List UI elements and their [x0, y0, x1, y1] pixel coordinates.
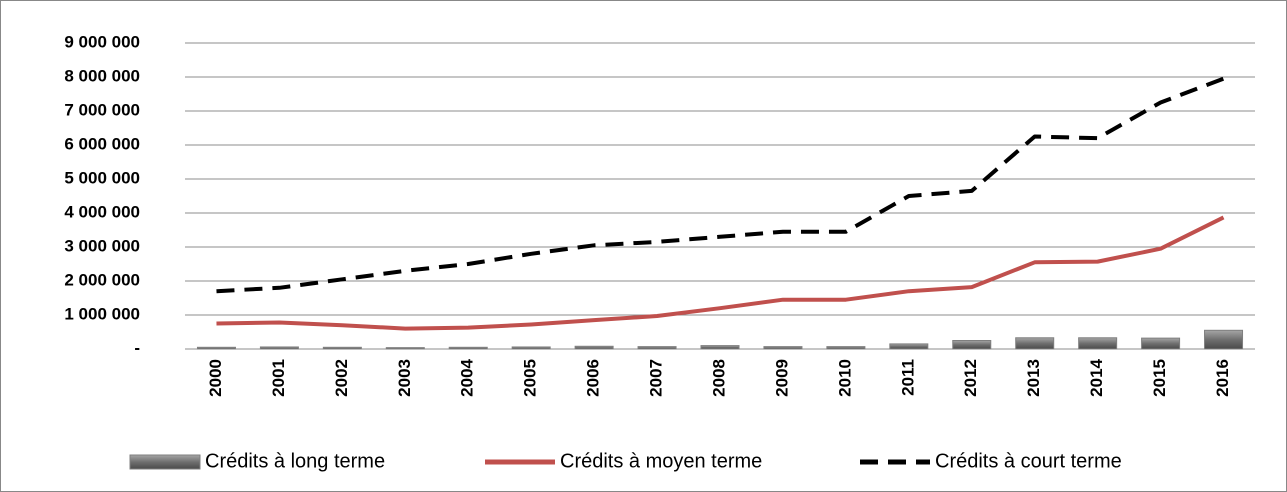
bar: [637, 346, 677, 350]
x-tick-label: 2003: [395, 359, 414, 397]
bar: [574, 345, 614, 350]
bar: [1141, 337, 1181, 350]
x-tick-label: 2011: [898, 359, 917, 396]
x-tick-label: 2006: [584, 359, 603, 397]
bar: [1204, 329, 1244, 350]
y-tick-label: 2 000 000: [64, 270, 140, 289]
y-tick-label: 5 000 000: [64, 168, 140, 187]
bar: [1015, 337, 1055, 350]
legend-swatch: [129, 454, 201, 470]
x-tick-label: 2015: [1150, 359, 1169, 397]
y-tick-label: 3 000 000: [64, 236, 140, 255]
x-tick-label: 2016: [1213, 359, 1232, 397]
bar: [511, 346, 551, 350]
y-tick-label: 6 000 000: [64, 134, 140, 153]
bar: [952, 340, 992, 350]
legend-label: Crédits à court terme: [935, 450, 1122, 472]
x-tick-label: 2002: [332, 359, 351, 397]
x-tick-label: 2008: [709, 359, 728, 397]
y-tick-label: 9 000 000: [64, 32, 140, 51]
x-tick-label: 2010: [835, 359, 854, 397]
x-tick-label: 2013: [1024, 359, 1043, 397]
x-tick-label: 2007: [647, 359, 666, 397]
series-line: [216, 76, 1225, 294]
x-tick-label: 2004: [458, 358, 477, 396]
x-tick-label: 2014: [1087, 358, 1106, 396]
legend-label: Crédits à long terme: [205, 450, 385, 472]
bar: [1078, 337, 1118, 350]
legend-label: Crédits à moyen terme: [560, 450, 762, 472]
bar: [196, 346, 236, 350]
series-line: [216, 215, 1225, 331]
bar: [259, 346, 299, 350]
x-tick-label: 2001: [269, 359, 288, 397]
bar: [826, 346, 866, 350]
bar: [385, 347, 425, 350]
bar: [763, 346, 803, 350]
bar: [322, 346, 362, 350]
y-tick-label: 8 000 000: [64, 66, 140, 85]
x-tick-label: 2005: [521, 359, 540, 397]
x-tick-label: 2012: [961, 359, 980, 397]
bar: [889, 343, 929, 350]
y-tick-label: 4 000 000: [64, 202, 140, 221]
bar: [700, 345, 740, 350]
bar: [448, 346, 488, 350]
y-tick-label: 1 000 000: [64, 304, 140, 323]
x-tick-label: 2009: [772, 359, 791, 397]
y-tick-label: -: [134, 338, 140, 357]
x-tick-label: 2000: [206, 359, 225, 397]
y-tick-label: 7 000 000: [64, 100, 140, 119]
